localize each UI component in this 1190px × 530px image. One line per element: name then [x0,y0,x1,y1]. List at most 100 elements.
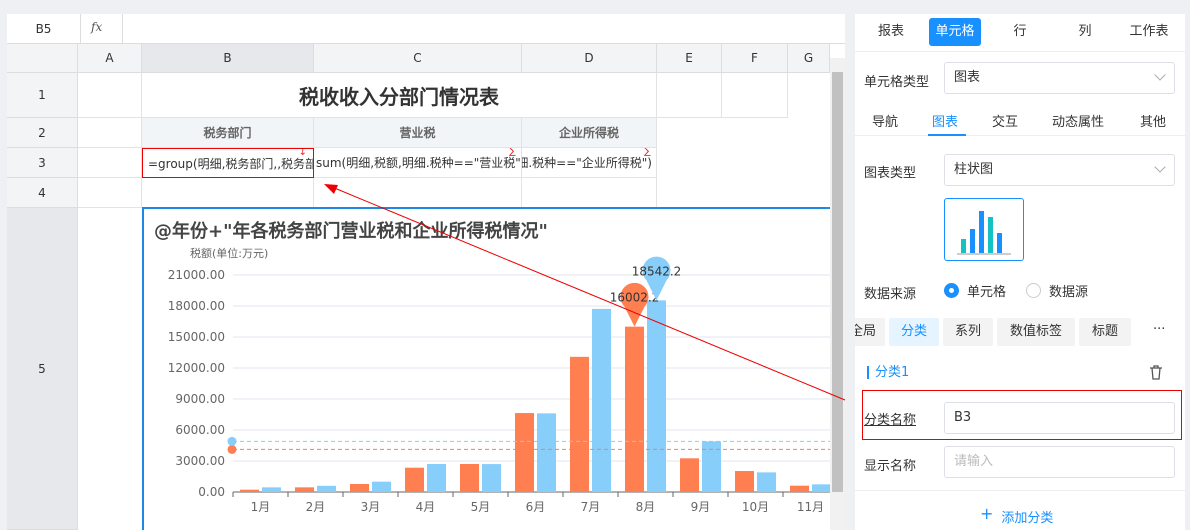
max-pin [620,282,649,327]
chevron-down-icon [1154,161,1166,173]
chart-type-value: 柱状图 [954,162,994,177]
x-tick-label: 8月 [636,500,656,514]
cell-f1[interactable] [722,73,788,118]
cell-b3[interactable]: =group(明细,税务部门,,税务部 ↓ [142,148,314,178]
bar [262,487,281,492]
bar-chart-type-icon[interactable] [944,198,1024,261]
tab-worksheet[interactable]: 工作表 [1129,24,1169,39]
sub-tab-nav[interactable]: 导航 [872,115,899,130]
section-tab-value-label[interactable]: 数值标签 [997,318,1075,346]
d3-formula: 细.税种=="企业所得税") [522,156,652,170]
section-tab-title[interactable]: 标题 [1079,318,1131,346]
radio-checked-icon [944,283,959,298]
section-tab-global[interactable]: 全局 [855,318,885,346]
more-tabs-button[interactable]: ··· [1153,322,1166,337]
column-header-f[interactable]: F [722,44,788,73]
cell-a3[interactable] [78,148,142,178]
cell-b4[interactable] [142,178,314,208]
header-business-tax[interactable]: 营业税 [314,118,522,148]
x-tick-label: 9月 [691,500,711,514]
corner[interactable] [7,44,78,73]
bar [757,472,776,492]
x-tick-label: 1月 [251,500,271,514]
vertical-scrollbar[interactable] [830,58,845,530]
cell-e1[interactable] [657,73,722,118]
highlight-box [862,390,1182,440]
row-header-5[interactable]: 5 [7,208,78,530]
display-name-label: 显示名称 [864,459,917,474]
bar [680,458,699,492]
row-header-2[interactable]: 2 [7,118,78,148]
chart-cell-b5[interactable]: @年份+"年各税务部门营业税和企业所得税情况" 税额(单位:万元) 0.00 30… [142,207,844,530]
column-header-e[interactable]: E [657,44,722,73]
radio-label: 数据源 [1049,285,1089,300]
radio-datasource[interactable]: 数据源 [1026,281,1088,300]
section-tab-series[interactable]: 系列 [943,318,993,346]
cell-c4[interactable] [314,178,522,208]
column-header-a[interactable]: A [78,44,142,73]
add-category-button[interactable]: + 添加分类 [980,506,1054,527]
y-tick-label: 21000.00 [168,268,225,282]
cell-type-select[interactable]: 图表 [944,62,1175,94]
bar [702,441,721,492]
display-name-input[interactable]: 请输入 [944,446,1175,478]
column-header-c[interactable]: C [314,44,522,73]
bar [537,413,556,492]
cell-a4[interactable] [78,178,142,208]
chart-type-select[interactable]: 柱状图 [944,154,1175,186]
bar [350,483,369,492]
section-tabs: 全局 分类 系列 数值标签 标题 [855,318,1135,346]
cell-d4[interactable] [522,178,657,208]
row-header-3[interactable]: 3 [7,148,78,178]
bar [647,300,666,492]
data-source-label: 数据来源 [864,287,917,302]
row-header-4[interactable]: 4 [7,178,78,208]
sub-tab-interaction[interactable]: 交互 [992,115,1019,130]
header-tax-dept[interactable]: 税务部门 [142,118,314,148]
category-name-input[interactable]: B3 [944,402,1175,434]
formula-input[interactable] [122,14,842,44]
category-name-label: 分类名称 [864,413,917,428]
divider [855,490,1185,491]
formula-bar: B5 fx [7,14,845,44]
bar [515,413,534,492]
tab-report[interactable]: 报表 [877,24,904,39]
cell-reference[interactable]: B5 [7,14,81,44]
cell-d3[interactable]: 细.税种=="企业所得税") ∑ [522,148,657,178]
header-income-tax[interactable]: 企业所得税 [522,118,657,148]
y-tick-label: 6000.00 [175,423,225,437]
bar [735,471,754,492]
bar [570,356,589,492]
tab-column[interactable]: 列 [1078,24,1092,39]
divider [855,51,1185,52]
bar [592,308,611,492]
radio-cell[interactable]: 单元格 [944,281,1006,300]
scrollbar-thumb[interactable] [832,72,843,492]
radio-unchecked-icon [1026,283,1041,298]
row-header-1[interactable]: 1 [7,73,78,118]
max-label: 18542.2 [632,264,682,278]
y-tick-label: 0.00 [198,485,225,499]
column-header-d[interactable]: D [522,44,657,73]
sub-tab-other[interactable]: 其他 [1140,115,1167,130]
sub-tab-dynamic[interactable]: 动态属性 [1052,115,1105,130]
column-header-b[interactable]: B [142,44,314,73]
tab-cell[interactable]: 单元格 [929,18,981,46]
cell-c3[interactable]: sum(明细,税额,明细.税种=="营业税") ∑ [314,148,522,178]
cell-a2[interactable] [78,118,142,148]
x-tick-label: 7月 [581,500,601,514]
category-group-title: 分类1 [867,366,909,379]
bar [812,484,831,492]
column-header-g[interactable]: G [788,44,830,73]
cell-title[interactable]: 税收收入分部门情况表 [142,73,657,118]
expand-down-icon: ↓ [298,148,307,158]
x-tick-label: 3月 [361,500,381,514]
cell-type-value: 图表 [954,70,981,85]
add-category-label: 添加分类 [1001,511,1054,526]
section-tab-category[interactable]: 分类 [889,318,939,346]
trash-icon[interactable] [1149,365,1163,380]
sub-tab-chart[interactable]: 图表 [932,115,959,130]
c3-formula: sum(明细,税额,明细.税种=="营业税") [316,156,522,170]
cell-a1[interactable] [78,73,142,118]
tab-row[interactable]: 行 [1013,24,1027,39]
